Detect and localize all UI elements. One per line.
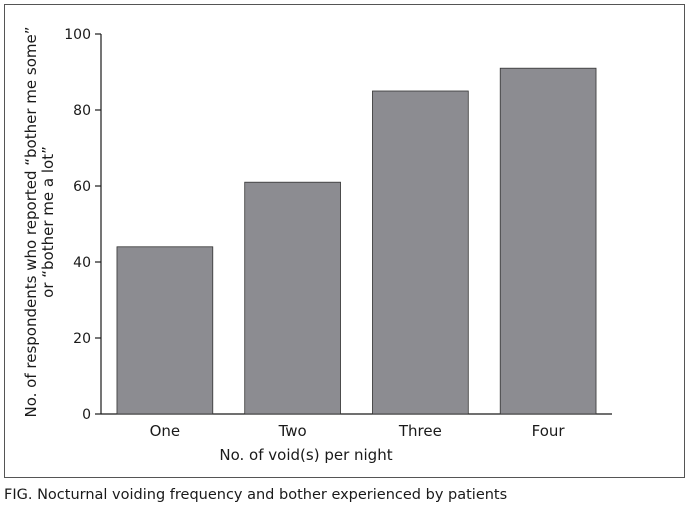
- x-tick-label-three: Three: [398, 422, 442, 440]
- y-tick-label-80: 80: [73, 103, 91, 119]
- bars: [116, 67, 597, 415]
- bar-one: [116, 246, 214, 415]
- x-tick-label-four: Four: [532, 422, 566, 440]
- x-axis-label: No. of void(s) per night: [219, 446, 392, 464]
- y-axis-label-line-1: No. of respondents who reported “bother …: [22, 27, 40, 418]
- y-tick-label-20: 20: [73, 331, 91, 347]
- x-tick-label-one: One: [150, 422, 181, 440]
- figure-caption: FIG. Nocturnal voiding frequency and bot…: [4, 487, 508, 503]
- figure-frame: [4, 4, 685, 478]
- y-tick-label-40: 40: [73, 255, 91, 271]
- y-tick-label-0: 0: [82, 407, 91, 423]
- y-axis-label-line-2: or “bother me a lot”: [39, 146, 57, 298]
- bar-two: [244, 181, 341, 415]
- bar-four: [499, 67, 597, 415]
- labels: No. of void(s) per night No. of responde…: [22, 27, 393, 465]
- axes: 0 20 40 60 80 100 One Two Three Four: [64, 27, 612, 440]
- y-tick-label-60: 60: [73, 179, 91, 195]
- x-tick-label-two: Two: [278, 422, 307, 440]
- bar-three: [372, 90, 469, 415]
- y-tick-label-100: 100: [64, 27, 91, 43]
